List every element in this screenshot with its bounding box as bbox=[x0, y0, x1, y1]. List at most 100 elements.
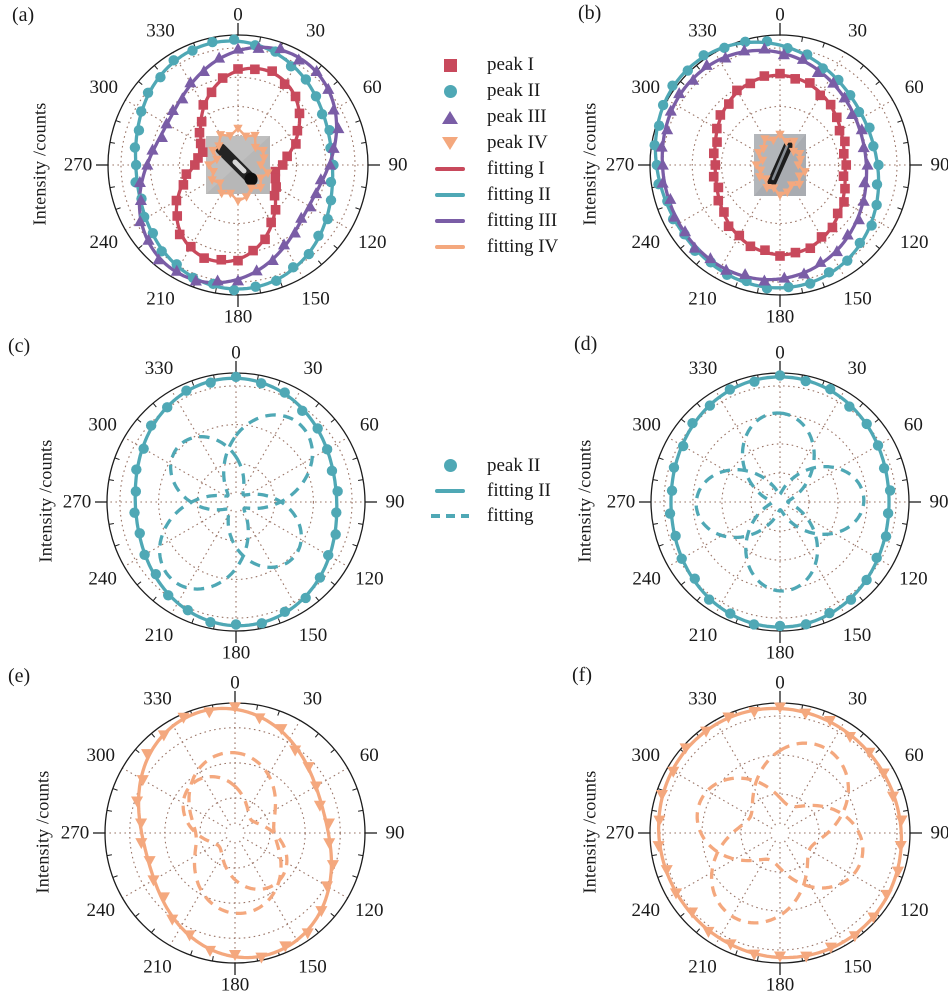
angle-tick-label: 300 bbox=[88, 415, 117, 436]
peak-iii-marker bbox=[830, 245, 843, 257]
peak-iv-marker bbox=[207, 176, 217, 185]
peak-i-marker bbox=[267, 66, 277, 76]
peak-iv-marker bbox=[660, 865, 673, 877]
peak-ii-marker bbox=[322, 213, 333, 225]
angle-tick-label: 210 bbox=[146, 289, 175, 310]
peak-ii-marker bbox=[861, 574, 872, 586]
peak-iv-marker bbox=[669, 888, 683, 900]
peak-iv-marker bbox=[761, 175, 771, 184]
peak-ii-marker bbox=[228, 284, 240, 296]
peak-iv-marker bbox=[753, 149, 764, 158]
peak-i-marker bbox=[745, 241, 756, 252]
peak-iii-marker bbox=[656, 158, 669, 170]
legend-item-peak-iii: peak III bbox=[430, 104, 558, 130]
peak-iii-marker bbox=[720, 263, 733, 275]
peak-iii-marker bbox=[324, 158, 337, 170]
angle-tick-label: 0 bbox=[775, 673, 785, 694]
peak-iv-marker bbox=[141, 749, 154, 761]
peak-ii-marker bbox=[205, 377, 216, 388]
peak-i-marker bbox=[775, 68, 785, 79]
peak-ii-marker bbox=[882, 508, 894, 519]
peak-i-marker bbox=[194, 127, 205, 138]
peak-iii-marker bbox=[332, 122, 345, 134]
panel-e-peak-iv-markers bbox=[131, 702, 339, 964]
peak-iv-marker bbox=[782, 188, 792, 197]
legend-item-fitting: fitting bbox=[430, 503, 551, 528]
angle-tick-label: 240 bbox=[88, 569, 117, 590]
peak-ii-marker bbox=[824, 607, 835, 619]
peak-ii-marker bbox=[230, 619, 242, 630]
peak-iv-marker bbox=[233, 197, 243, 207]
peak-iii-marker bbox=[250, 264, 263, 276]
peak-i-marker bbox=[831, 112, 842, 123]
peak-i-marker bbox=[805, 243, 816, 254]
peak-i-marker bbox=[839, 197, 849, 207]
angle-tick-label: 90 bbox=[931, 155, 948, 176]
peak-iii-marker bbox=[857, 141, 870, 153]
peak-ii-marker bbox=[129, 507, 140, 518]
peak-i-marker bbox=[233, 255, 243, 266]
peak-iii-marker bbox=[288, 226, 301, 238]
panel-e-fitting-curve bbox=[181, 774, 289, 892]
peak-ii-marker bbox=[740, 36, 751, 48]
panel-d-fitting-curve bbox=[694, 464, 866, 540]
angle-tick-label: 240 bbox=[87, 900, 116, 921]
polar-grid bbox=[95, 361, 377, 643]
peak-i-marker bbox=[260, 234, 270, 245]
peak-ii-marker bbox=[287, 262, 299, 273]
peak-ii-marker bbox=[279, 387, 290, 398]
peak-iv-marker bbox=[136, 775, 149, 787]
peak-ii-marker bbox=[207, 36, 218, 48]
angle-tick-label: 240 bbox=[632, 232, 661, 253]
peak-ii-marker bbox=[861, 418, 872, 430]
peak-iii-marker bbox=[252, 41, 265, 53]
peak-iii-marker bbox=[314, 173, 327, 185]
peak-iv-marker bbox=[322, 818, 335, 830]
peak-iii-marker bbox=[838, 91, 851, 103]
peak-ii-marker bbox=[871, 179, 883, 190]
peak-ii-marker bbox=[724, 384, 736, 395]
angle-tick-label: 210 bbox=[688, 957, 717, 978]
peak-i-marker bbox=[734, 230, 745, 241]
peak-iv-marker bbox=[225, 189, 236, 199]
peak-iii-marker bbox=[304, 200, 317, 212]
peak-ii-marker bbox=[664, 508, 676, 519]
peak-iv-marker bbox=[751, 161, 761, 170]
angle-tick-label: 30 bbox=[303, 688, 322, 709]
peak-iv-marker bbox=[655, 789, 668, 801]
peak-ii-marker bbox=[316, 108, 328, 120]
peak-ii-marker bbox=[749, 376, 760, 387]
peak-iii-marker bbox=[664, 104, 677, 116]
peak-iv-marker bbox=[166, 914, 179, 926]
polar-grid bbox=[93, 691, 377, 975]
peak-iv-marker bbox=[323, 838, 336, 850]
angle-tick-label: 180 bbox=[766, 307, 795, 328]
angle-tick-label: 330 bbox=[146, 20, 175, 41]
peak-i-marker bbox=[790, 74, 800, 84]
peak-iii-marker bbox=[778, 271, 791, 283]
angle-tick-label: 150 bbox=[843, 957, 872, 978]
peak-iv-marker bbox=[748, 949, 761, 961]
peak-iv-marker bbox=[788, 137, 799, 147]
peak-iii-marker bbox=[668, 210, 681, 222]
angle-tick-label: 330 bbox=[688, 20, 717, 41]
peak-iv-marker bbox=[250, 143, 261, 153]
peak-ii-marker bbox=[845, 594, 857, 605]
peak-ii-marker bbox=[649, 139, 660, 151]
peak-i-marker bbox=[790, 247, 801, 258]
panel-f-fitting-curve bbox=[695, 776, 865, 890]
angle-tick-label: 300 bbox=[632, 77, 661, 98]
peak-ii-marker bbox=[313, 230, 324, 241]
legend-item-peak-iv: peak IV bbox=[430, 130, 558, 156]
peak-ii-marker bbox=[872, 440, 884, 451]
panel-e-fitting-iv-curve bbox=[136, 706, 334, 960]
peak-ii-marker bbox=[800, 375, 811, 387]
peak-iv-marker bbox=[143, 856, 156, 868]
peak-i-marker bbox=[838, 171, 849, 181]
y-axis-label-e: Intensity /counts bbox=[32, 770, 53, 894]
angle-tick-label: 330 bbox=[143, 688, 172, 709]
peak-iv-marker bbox=[800, 168, 810, 177]
peak-i-marker bbox=[196, 116, 207, 127]
angle-tick-label: 300 bbox=[632, 415, 661, 436]
peak-iv-marker bbox=[233, 124, 243, 134]
